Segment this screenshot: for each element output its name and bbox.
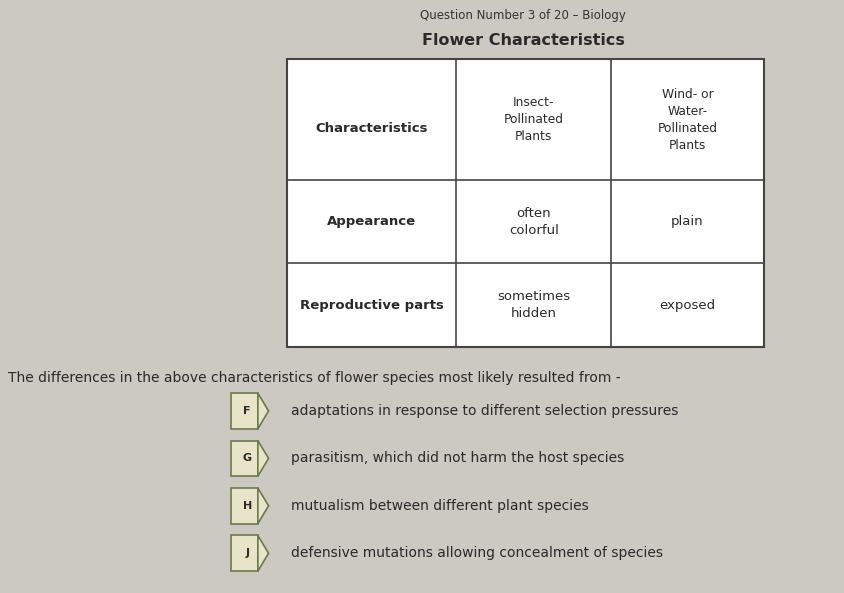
Text: J: J (246, 549, 249, 558)
Text: mutualism between different plant species: mutualism between different plant specie… (291, 499, 589, 513)
Text: Insect-
Pollinated
Plants: Insect- Pollinated Plants (504, 96, 564, 143)
Text: defensive mutations allowing concealment of species: defensive mutations allowing concealment… (291, 546, 663, 560)
Text: G: G (242, 454, 252, 463)
Text: Appearance: Appearance (327, 215, 416, 228)
FancyBboxPatch shape (231, 488, 258, 524)
Text: exposed: exposed (659, 299, 716, 312)
FancyBboxPatch shape (287, 59, 764, 347)
Text: The differences in the above characteristics of flower species most likely resul: The differences in the above characteris… (8, 371, 621, 385)
Text: H: H (242, 501, 252, 511)
Text: parasitism, which did not harm the host species: parasitism, which did not harm the host … (291, 451, 625, 466)
FancyBboxPatch shape (231, 393, 258, 429)
Text: Wind- or
Water-
Pollinated
Plants: Wind- or Water- Pollinated Plants (657, 88, 717, 152)
Text: adaptations in response to different selection pressures: adaptations in response to different sel… (291, 404, 679, 418)
Polygon shape (258, 393, 268, 429)
Polygon shape (258, 535, 268, 571)
Text: Characteristics: Characteristics (316, 122, 428, 135)
FancyBboxPatch shape (231, 441, 258, 476)
Text: plain: plain (671, 215, 704, 228)
Polygon shape (258, 441, 268, 476)
FancyBboxPatch shape (231, 535, 258, 571)
Polygon shape (258, 488, 268, 524)
Text: F: F (243, 406, 251, 416)
Text: Question Number 3 of 20 – Biology: Question Number 3 of 20 – Biology (420, 9, 626, 22)
Text: Flower Characteristics: Flower Characteristics (422, 33, 625, 47)
Text: Reproductive parts: Reproductive parts (300, 299, 444, 312)
Text: sometimes
hidden: sometimes hidden (497, 290, 571, 320)
Text: often
colorful: often colorful (509, 207, 559, 237)
